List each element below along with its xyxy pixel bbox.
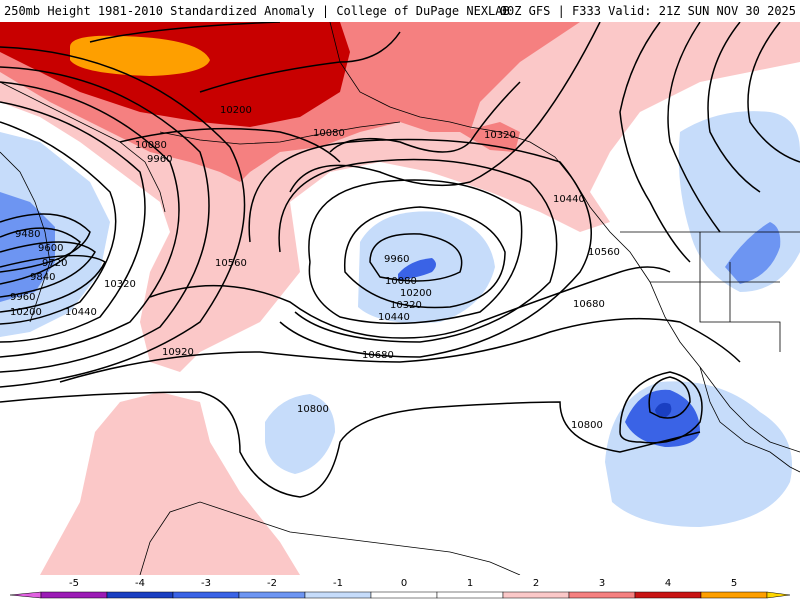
colorbar-segment bbox=[370, 591, 438, 599]
label-9600: 9600 bbox=[38, 243, 63, 254]
colorbar-svg: -5 -4 -3 -2 -1 0 1 2 3 4 5 bbox=[9, 578, 791, 599]
label-10200-west: 10200 bbox=[10, 307, 42, 318]
label-9840: 9840 bbox=[30, 272, 55, 283]
pink-region-south bbox=[40, 392, 300, 575]
lightblue-baja-low bbox=[605, 381, 792, 527]
colorbar-segment bbox=[238, 591, 306, 599]
colorbar-tick-label: 3 bbox=[599, 578, 605, 589]
height-contours bbox=[0, 22, 800, 498]
asia-coast bbox=[0, 151, 51, 323]
map-header: 250mb Height 1981-2010 Standardized Anom… bbox=[0, 0, 800, 22]
negative-anomaly-shading bbox=[0, 111, 800, 527]
colorbar-segment bbox=[40, 591, 108, 599]
salmon-region-east bbox=[460, 122, 520, 152]
label-10560-east: 10560 bbox=[588, 247, 620, 258]
colorbar-end-high bbox=[766, 591, 791, 599]
label-10200-low: 10200 bbox=[400, 288, 432, 299]
colorbar-segment bbox=[172, 591, 240, 599]
state-line-2 bbox=[699, 232, 781, 352]
label-9960-north: 9960 bbox=[147, 154, 172, 165]
label-10080-central: 10080 bbox=[313, 128, 345, 139]
label-10200-north: 10200 bbox=[220, 105, 252, 116]
label-10320-low: 10320 bbox=[390, 300, 422, 311]
label-10080-north: 10080 bbox=[135, 140, 167, 151]
colorbar-segment bbox=[106, 591, 174, 599]
colorbar-tick-label: -4 bbox=[135, 578, 145, 589]
anomaly-map: 9480 9600 9720 9840 9960 10200 10440 103… bbox=[0, 22, 800, 575]
alaska-coast bbox=[329, 22, 800, 453]
label-9960-west: 9960 bbox=[10, 292, 35, 303]
blue-baja-low bbox=[625, 389, 700, 447]
colorbar: -5 -4 -3 -2 -1 0 1 2 3 4 5 bbox=[0, 575, 800, 600]
colorbar-segment bbox=[700, 591, 768, 599]
colorbar-tick-label: -5 bbox=[69, 578, 79, 589]
darkblue-baja-core bbox=[655, 402, 672, 417]
colorbar-end-low bbox=[9, 591, 42, 599]
colorbar-segment bbox=[568, 591, 636, 599]
label-10800-central: 10800 bbox=[297, 404, 329, 415]
colorbar-segment bbox=[634, 591, 702, 599]
colorbar-tick-label: 0 bbox=[401, 578, 407, 589]
map-title: 250mb Height 1981-2010 Standardized Anom… bbox=[4, 4, 510, 18]
colorbar-tick-label: 2 bbox=[533, 578, 539, 589]
label-10440-low: 10440 bbox=[378, 312, 410, 323]
label-10680-central: 10680 bbox=[362, 350, 394, 361]
blue-rockies bbox=[725, 222, 781, 284]
label-9480: 9480 bbox=[15, 229, 40, 240]
mexico-coast bbox=[699, 366, 800, 473]
colorbar-tick-label: -2 bbox=[267, 578, 277, 589]
colorbar-tick-label: -3 bbox=[201, 578, 211, 589]
colorbar-segment bbox=[436, 591, 504, 599]
colorbar-segment bbox=[304, 591, 372, 599]
label-10320-north: 10320 bbox=[484, 130, 516, 141]
label-10440-west: 10440 bbox=[65, 307, 97, 318]
map-canvas: 9480 9600 9720 9840 9960 10200 10440 103… bbox=[0, 22, 800, 575]
label-10440-east: 10440 bbox=[553, 194, 585, 205]
australia-coast bbox=[139, 501, 521, 575]
blue-central-spot bbox=[398, 258, 436, 280]
label-10680-east: 10680 bbox=[573, 299, 605, 310]
kamchatka-coast bbox=[0, 81, 166, 213]
colorbar-tick-label: 4 bbox=[665, 578, 671, 589]
contour-labels: 9480 9600 9720 9840 9960 10200 10440 103… bbox=[10, 105, 620, 431]
label-9960-low: 9960 bbox=[384, 254, 409, 265]
label-10080-low: 10080 bbox=[385, 276, 417, 287]
model-run-info: 00Z GFS | F333 Valid: 21Z SUN NOV 30 202… bbox=[499, 4, 796, 18]
coastlines bbox=[0, 22, 800, 575]
label-9720: 9720 bbox=[42, 258, 67, 269]
colorbar-segment bbox=[502, 591, 570, 599]
colorbar-tick-label: 1 bbox=[467, 578, 473, 589]
lightblue-south-small bbox=[265, 394, 335, 474]
label-10320-west: 10320 bbox=[104, 279, 136, 290]
colorbar-tick-label: 5 bbox=[731, 578, 737, 589]
positive-anomaly-shading bbox=[0, 22, 800, 575]
label-10920-west: 10920 bbox=[162, 347, 194, 358]
label-10800-east: 10800 bbox=[571, 420, 603, 431]
colorbar-tick-label: -1 bbox=[333, 578, 343, 589]
aleutian-chain bbox=[159, 121, 401, 145]
label-10560-west: 10560 bbox=[215, 258, 247, 269]
